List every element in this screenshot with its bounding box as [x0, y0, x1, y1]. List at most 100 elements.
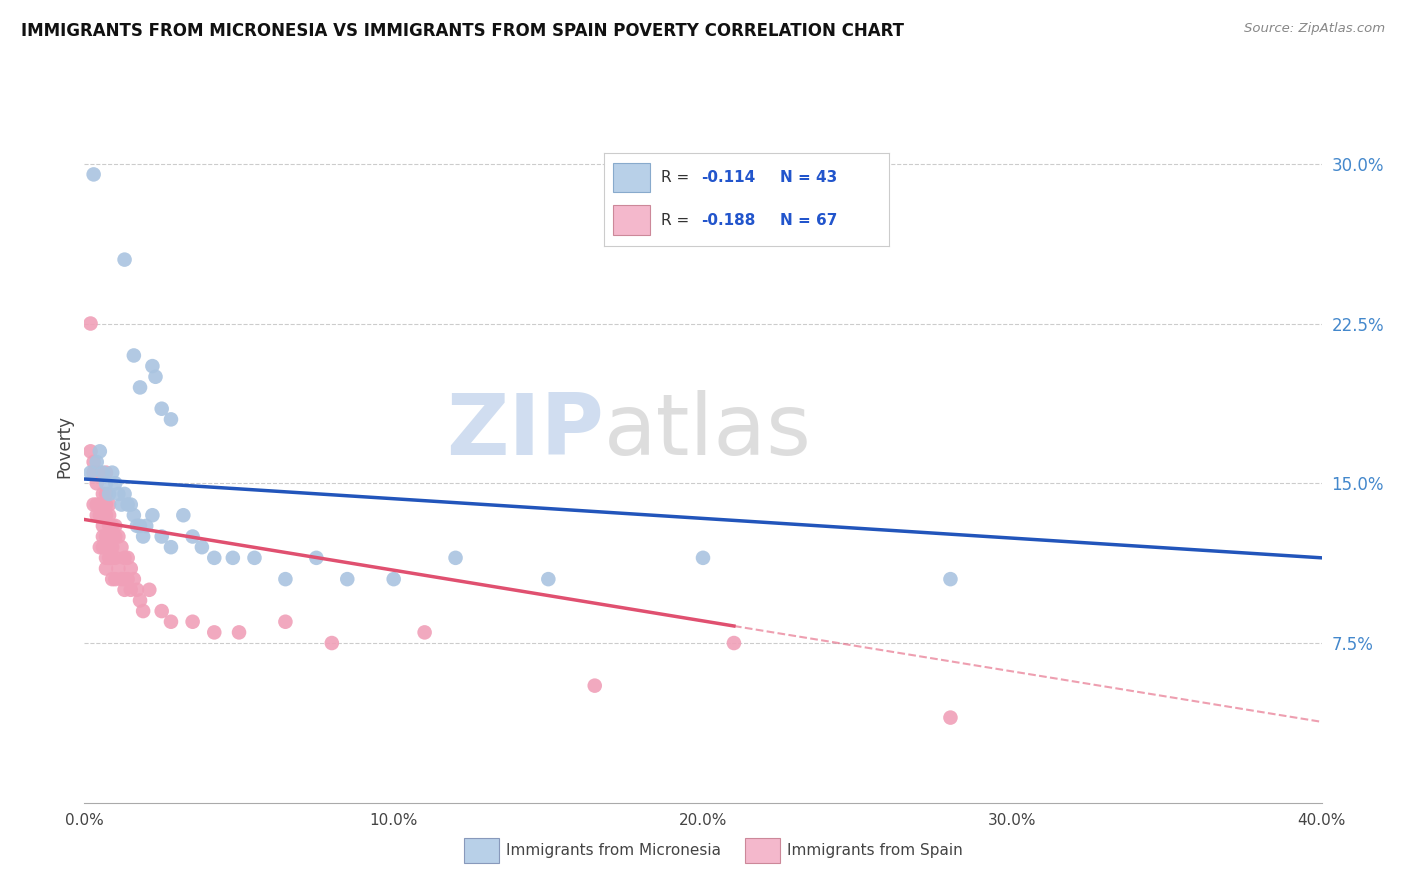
Point — [98, 519, 121, 533]
Point — [89, 508, 111, 523]
Point — [83, 455, 105, 469]
Point — [104, 476, 127, 491]
Point — [117, 572, 139, 586]
Point — [274, 572, 297, 586]
Point — [537, 572, 560, 586]
Point — [150, 401, 173, 416]
Text: Immigrants from Micronesia: Immigrants from Micronesia — [506, 844, 721, 858]
Point — [94, 476, 117, 491]
Bar — [613, 205, 650, 235]
Point — [114, 487, 136, 501]
Point — [114, 550, 136, 565]
Text: ZIP: ZIP — [446, 390, 605, 474]
Point — [83, 168, 105, 182]
Point — [79, 466, 101, 480]
Point — [104, 550, 127, 565]
Text: R =: R = — [661, 212, 695, 227]
Point — [939, 572, 962, 586]
Point — [583, 679, 606, 693]
Point — [202, 550, 225, 565]
Point — [94, 540, 117, 554]
Point — [336, 572, 359, 586]
Point — [86, 455, 108, 469]
Point — [89, 540, 111, 554]
Point — [382, 572, 405, 586]
Point — [89, 444, 111, 458]
Point — [107, 487, 129, 501]
Text: Source: ZipAtlas.com: Source: ZipAtlas.com — [1244, 22, 1385, 36]
Point — [444, 550, 467, 565]
Point — [145, 369, 167, 384]
Text: R =: R = — [661, 169, 695, 185]
Point — [94, 561, 117, 575]
Point — [274, 615, 297, 629]
Point — [91, 508, 114, 523]
Point — [94, 529, 117, 543]
Point — [94, 498, 117, 512]
Point — [138, 582, 160, 597]
Point — [86, 466, 108, 480]
Point — [692, 550, 714, 565]
Point — [150, 529, 173, 543]
Point — [101, 550, 124, 565]
Point — [98, 508, 121, 523]
Y-axis label: Poverty: Poverty — [55, 415, 73, 477]
Point — [202, 625, 225, 640]
Point — [98, 540, 121, 554]
Point — [94, 487, 117, 501]
Point — [125, 519, 148, 533]
Point — [89, 498, 111, 512]
Point — [122, 349, 145, 363]
Point — [141, 508, 163, 523]
Point — [110, 498, 132, 512]
Point — [181, 529, 204, 543]
Point — [305, 550, 328, 565]
Point — [114, 572, 136, 586]
Point — [125, 582, 148, 597]
Point — [79, 444, 101, 458]
Point — [120, 498, 142, 512]
Point — [132, 604, 155, 618]
Point — [132, 529, 155, 543]
Point — [94, 466, 117, 480]
Point — [101, 519, 124, 533]
Point — [110, 540, 132, 554]
Point — [101, 466, 124, 480]
Point — [104, 572, 127, 586]
Point — [86, 498, 108, 512]
Point — [83, 466, 105, 480]
Point — [101, 529, 124, 543]
Point — [91, 540, 114, 554]
Point — [114, 252, 136, 267]
Point — [98, 498, 121, 512]
Text: -0.188: -0.188 — [700, 212, 755, 227]
Point — [117, 498, 139, 512]
Point — [321, 636, 343, 650]
Point — [98, 487, 121, 501]
Point — [104, 519, 127, 533]
Point — [91, 529, 114, 543]
Point — [120, 561, 142, 575]
Text: -0.114: -0.114 — [700, 169, 755, 185]
Text: N = 43: N = 43 — [780, 169, 838, 185]
Point — [129, 519, 152, 533]
Point — [104, 529, 127, 543]
Point — [83, 498, 105, 512]
Text: Immigrants from Spain: Immigrants from Spain — [787, 844, 963, 858]
Point — [160, 615, 183, 629]
Point — [160, 412, 183, 426]
Point — [94, 508, 117, 523]
Point — [150, 604, 173, 618]
Point — [129, 380, 152, 394]
Point — [122, 508, 145, 523]
Point — [129, 593, 152, 607]
Point — [939, 710, 962, 724]
Point — [98, 550, 121, 565]
Point — [107, 561, 129, 575]
Point — [160, 540, 183, 554]
Text: N = 67: N = 67 — [780, 212, 838, 227]
Point — [181, 615, 204, 629]
Point — [135, 519, 157, 533]
Point — [89, 466, 111, 480]
Point — [122, 572, 145, 586]
